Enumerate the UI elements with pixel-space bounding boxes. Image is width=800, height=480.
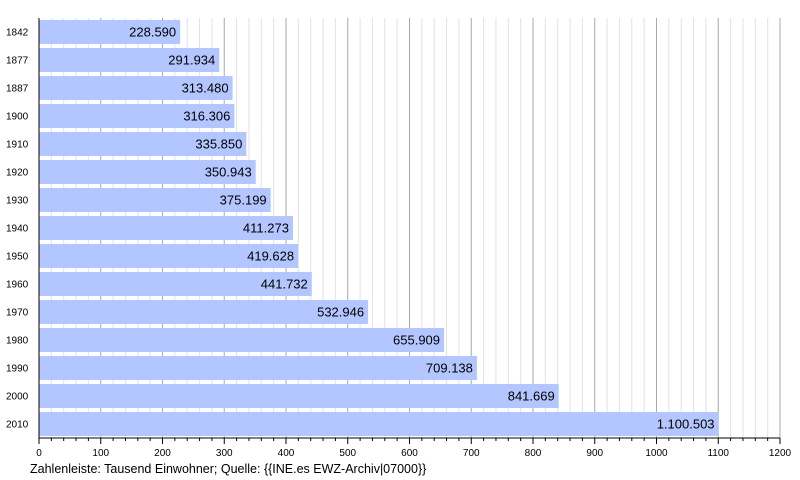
chart-caption: Zahlenleiste: Tausend Einwohner; Quelle:… bbox=[30, 462, 427, 476]
category-label: 1877 bbox=[6, 56, 29, 67]
category-label: 1842 bbox=[6, 28, 29, 39]
value-label: 709.138 bbox=[426, 361, 473, 376]
category-label: 1920 bbox=[6, 168, 29, 179]
category-label: 2000 bbox=[6, 392, 29, 403]
bar bbox=[39, 103, 235, 129]
value-label: 228.590 bbox=[129, 25, 176, 40]
bar bbox=[39, 19, 181, 45]
category-label: 1970 bbox=[6, 308, 29, 319]
category-label: 2010 bbox=[6, 420, 29, 431]
value-label: 532.946 bbox=[317, 305, 364, 320]
category-label: 1950 bbox=[6, 252, 29, 263]
bar bbox=[39, 131, 247, 157]
bar bbox=[39, 411, 719, 437]
category-label: 1930 bbox=[6, 196, 29, 207]
x-tick-label: 200 bbox=[154, 448, 171, 459]
x-tick-label: 800 bbox=[525, 448, 542, 459]
x-tick-label: 1100 bbox=[707, 448, 729, 459]
bar bbox=[39, 47, 220, 73]
bar bbox=[39, 159, 256, 185]
x-tick-label: 500 bbox=[339, 448, 356, 459]
value-label: 335.850 bbox=[195, 137, 242, 152]
value-label: 411.273 bbox=[243, 221, 289, 236]
value-label: 1.100.503 bbox=[657, 417, 715, 432]
value-label: 655.909 bbox=[393, 333, 440, 348]
bar bbox=[39, 327, 445, 353]
bar bbox=[39, 299, 369, 325]
value-label: 841.669 bbox=[508, 389, 555, 404]
bar bbox=[39, 243, 299, 269]
x-tick-label: 900 bbox=[586, 448, 603, 459]
bar bbox=[39, 215, 293, 241]
x-tick-label: 1200 bbox=[769, 448, 792, 459]
value-label: 375.199 bbox=[220, 193, 267, 208]
category-label: 1910 bbox=[6, 140, 29, 151]
value-label: 350.943 bbox=[205, 165, 252, 180]
x-tick-label: 600 bbox=[401, 448, 418, 459]
value-label: 316.306 bbox=[183, 109, 230, 124]
x-tick-label: 300 bbox=[216, 448, 233, 459]
category-label: 1900 bbox=[6, 112, 29, 123]
bar bbox=[39, 271, 312, 297]
category-label: 1980 bbox=[6, 336, 29, 347]
category-label: 1940 bbox=[6, 224, 29, 235]
x-tick-label: 0 bbox=[36, 448, 42, 459]
category-label: 1887 bbox=[6, 84, 29, 95]
value-label: 313.480 bbox=[182, 81, 229, 96]
bar bbox=[39, 383, 559, 409]
bar bbox=[39, 355, 477, 381]
value-label: 441.732 bbox=[261, 277, 308, 292]
category-label: 1960 bbox=[6, 280, 29, 291]
value-label: 419.628 bbox=[247, 249, 294, 264]
category-label: 1990 bbox=[6, 364, 29, 375]
bar bbox=[39, 75, 233, 101]
x-tick-label: 700 bbox=[463, 448, 480, 459]
x-tick-label: 1000 bbox=[645, 448, 668, 459]
bar bbox=[39, 187, 271, 213]
x-tick-label: 100 bbox=[92, 448, 109, 459]
x-tick-label: 400 bbox=[278, 448, 295, 459]
value-label: 291.934 bbox=[168, 53, 215, 68]
